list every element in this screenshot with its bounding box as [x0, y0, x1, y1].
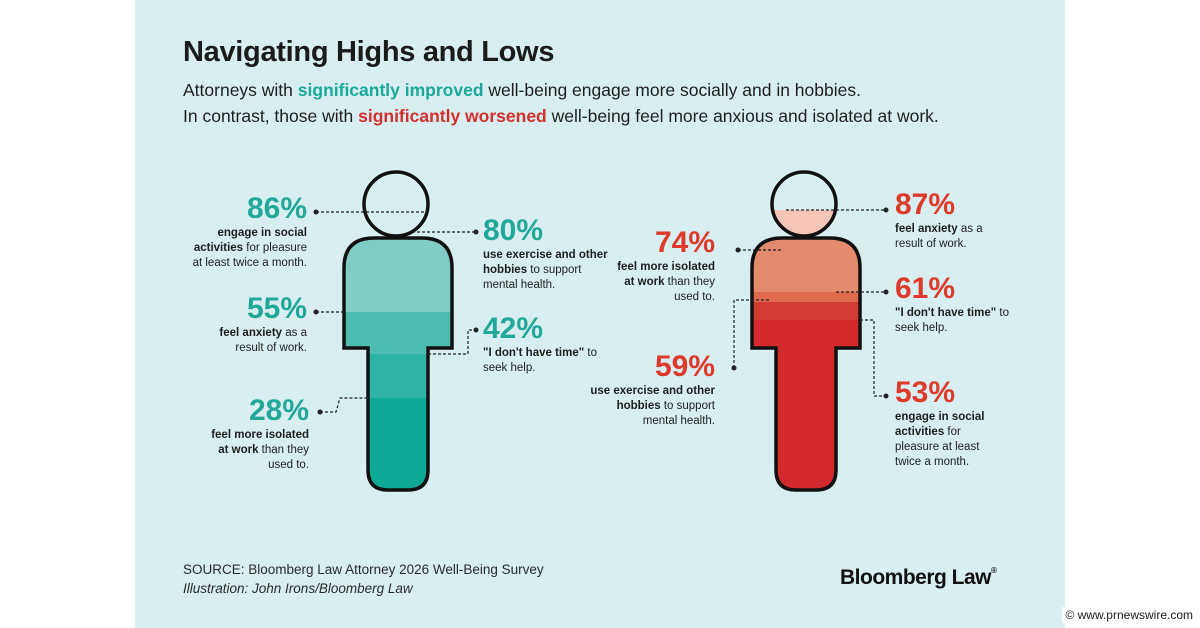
worsened-stat-61: 61% "I don't have time" to seek help. [895, 274, 1010, 336]
stat-percent: 42% [483, 312, 544, 345]
leader-dots-worsened [731, 207, 889, 399]
stat-description: engage in social activities for pleasure… [895, 411, 985, 468]
stat-description: "I don't have time" to seek help. [895, 307, 1009, 334]
band-59 [752, 302, 860, 320]
subtitle-line-1: Attorneys with significantly improved we… [183, 80, 861, 100]
stat-percent: 74% [654, 226, 715, 259]
illustration-credit: Illustration: John Irons/Bloomberg Law [183, 581, 413, 596]
improved-stat-42: 42% "I don't have time" to seek help. [483, 314, 608, 376]
improved-stat-28: 28% feel more isolated at work than they… [199, 396, 309, 473]
stat-percent: 59% [654, 350, 715, 383]
stat-description: feel anxiety as a result of work. [895, 223, 983, 250]
leaders-improved [316, 211, 476, 413]
worsened-figure [750, 170, 862, 492]
head-outline [362, 170, 430, 238]
worsened-stat-53: 53% engage in social activities for plea… [895, 378, 995, 470]
worsened-stat-59: 59% use exercise and other hobbies to su… [585, 352, 715, 429]
infographic-card [135, 0, 1065, 628]
page-title: Navigating Highs and Lows [183, 36, 555, 68]
improved-figure [342, 170, 454, 492]
band-42 [344, 354, 452, 398]
band-53 [752, 320, 860, 490]
worsened-stat-74: 74% feel more isolated at work than they… [605, 228, 715, 305]
leader-dots-improved [313, 209, 479, 415]
stat-percent: 86% [246, 192, 307, 225]
stat-description: use exercise and other hobbies to suppor… [483, 249, 608, 291]
body-outline [750, 236, 862, 492]
band-61 [752, 292, 860, 302]
improved-stat-55: 55% feel anxiety as a result of work. [195, 294, 307, 356]
stat-description: engage in social activities for pleasure… [192, 227, 307, 269]
head-outline [770, 170, 838, 238]
stat-description: feel more isolated at work than they use… [617, 261, 715, 303]
body-outline [342, 236, 454, 492]
stat-description: feel more isolated at work than they use… [211, 429, 309, 471]
worsened-stat-87: 87% feel anxiety as a result of work. [895, 190, 1005, 252]
watermark: © www.prnewswire.com [1062, 607, 1196, 623]
leaders-worsened [733, 209, 886, 397]
subtitle-line-2: In contrast, those with significantly wo… [183, 106, 939, 126]
improved-stat-80: 80% use exercise and other hobbies to su… [483, 216, 613, 293]
stat-description: "I don't have time" to seek help. [483, 347, 597, 374]
stat-percent: 28% [248, 394, 309, 427]
stat-percent: 80% [483, 214, 544, 247]
stat-percent: 53% [895, 376, 956, 409]
source-note: SOURCE: Bloomberg Law Attorney 2026 Well… [183, 562, 544, 577]
improved-stat-86: 86% engage in social activities for plea… [185, 194, 307, 271]
stat-description: use exercise and other hobbies to suppor… [590, 385, 715, 427]
stat-percent: 87% [895, 188, 956, 221]
band-74 [752, 238, 860, 292]
stat-description: feel anxiety as a result of work. [219, 327, 307, 354]
band-86 [344, 238, 452, 312]
stat-percent: 61% [895, 272, 956, 305]
band-28 [344, 398, 452, 490]
stat-percent: 55% [246, 292, 307, 325]
brand-logo: Bloomberg Law® [840, 566, 997, 589]
